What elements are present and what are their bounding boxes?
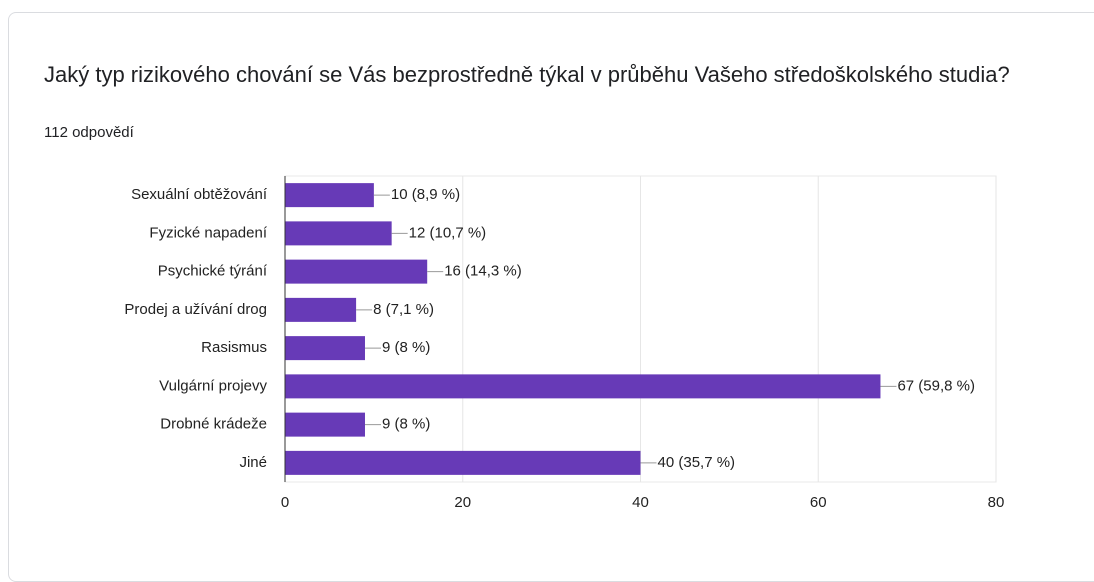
data-label: 9 (8 %) <box>382 416 430 433</box>
data-label: 10 (8,9 %) <box>391 186 460 203</box>
data-label: 12 (10,7 %) <box>409 224 487 241</box>
bar <box>285 412 365 437</box>
page: {"chart_data": {"type": "bar", "orientat… <box>8 12 1094 582</box>
y-tick-label: Psychické týrání <box>158 263 268 280</box>
response-count: 112 odpovědí <box>44 124 134 141</box>
y-tick-label: Rasismus <box>201 339 267 356</box>
data-label: 9 (8 %) <box>382 339 430 356</box>
chart: 0 20 40 60 80 Sexuální obtěžování 10 (8,9 %) Fy… <box>124 175 1005 511</box>
data-label: 67 (59,8 %) <box>897 377 975 394</box>
bar <box>285 336 365 361</box>
y-tick-label: Drobné krádeže <box>160 416 267 433</box>
y-tick-label: Sexuální obtěžování <box>131 186 268 203</box>
data-label: 16 (14,3 %) <box>444 263 522 280</box>
bar <box>285 297 357 322</box>
y-tick-label: Jiné <box>239 454 267 471</box>
chart-title: Jaký typ rizikového chování se Vás bezpr… <box>44 62 1010 87</box>
data-label: 8 (7,1 %) <box>373 301 434 318</box>
x-tick-label: 60 <box>810 494 827 511</box>
x-tick-label: 0 <box>281 494 289 511</box>
y-tick-label: Prodej a užívání drog <box>124 301 267 318</box>
bar <box>285 221 392 246</box>
y-tick-label: Vulgární projevy <box>159 377 267 394</box>
bar <box>285 259 428 284</box>
x-tick-label: 80 <box>988 494 1005 511</box>
bar <box>285 183 374 208</box>
bar <box>285 450 641 475</box>
x-tick-label: 20 <box>454 494 471 511</box>
data-label: 40 (35,7 %) <box>658 454 736 471</box>
x-tick-label: 40 <box>632 494 649 511</box>
y-tick-label: Fyzické napadení <box>149 224 267 241</box>
bar <box>285 374 881 399</box>
